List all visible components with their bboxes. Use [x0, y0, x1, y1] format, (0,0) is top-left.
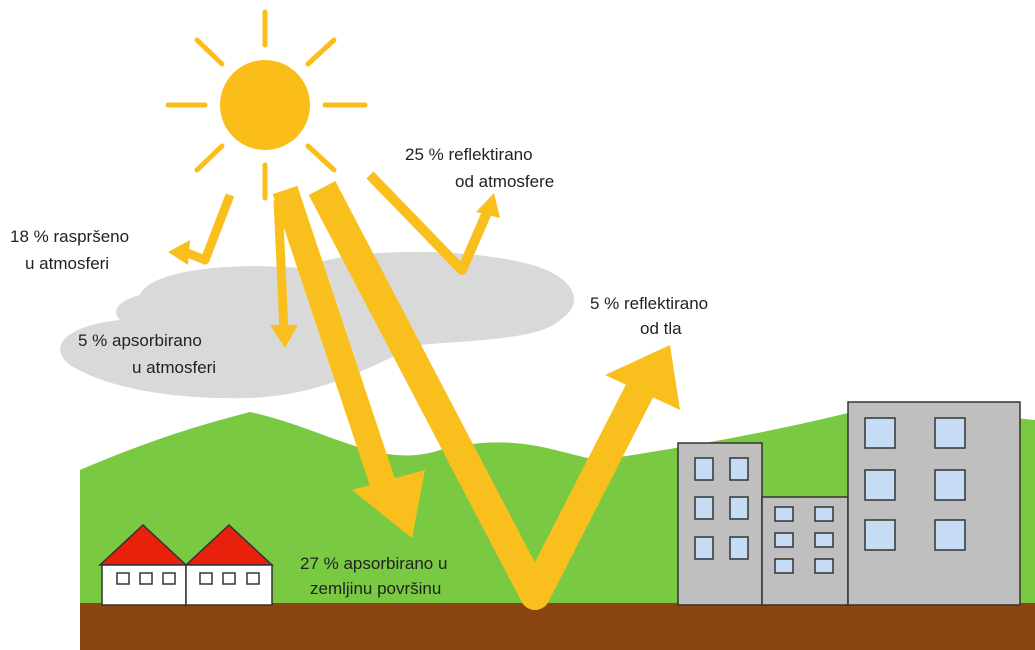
ground: [80, 603, 1035, 650]
scene: 25 % reflektirano od atmosfere 18 % rasp…: [0, 0, 1035, 650]
sun: [168, 12, 365, 198]
label-line: 18 % raspršeno: [10, 227, 129, 246]
label-line: u atmosferi: [132, 358, 216, 377]
label-line: 5 % apsorbirano: [78, 331, 202, 350]
label-line: od atmosfere: [455, 172, 554, 191]
label-line: u atmosferi: [25, 254, 109, 273]
buildings: [678, 402, 1020, 605]
label-line: 5 % reflektirano: [590, 294, 708, 313]
label-line: od tla: [640, 319, 682, 338]
label-line: 27 % apsorbirano u: [300, 554, 447, 573]
diagram: 25 % reflektirano od atmosfere 18 % rasp…: [0, 0, 1035, 650]
label-line: zemljinu površinu: [310, 579, 441, 598]
label-line: 25 % reflektirano: [405, 145, 533, 164]
